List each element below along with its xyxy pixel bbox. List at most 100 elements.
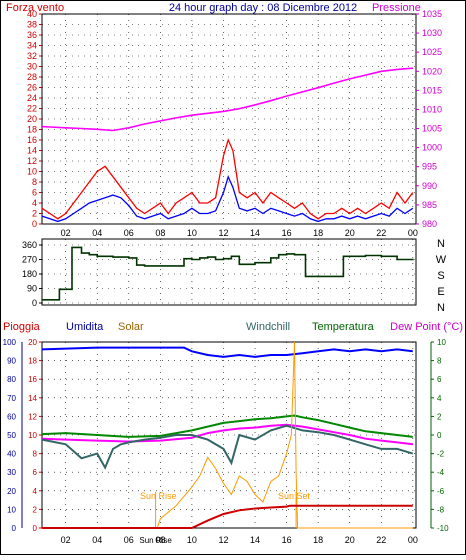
gust-line xyxy=(41,138,414,220)
temp-tick-label: -10 xyxy=(437,524,449,533)
sunrise-tick-label: Sun Rise xyxy=(139,536,172,545)
pressure-tick-label: 995 xyxy=(422,162,437,172)
rain-label: Pioggia xyxy=(3,321,41,333)
humidity-line xyxy=(41,346,413,358)
wind-time-tick-label: 22 xyxy=(376,228,386,238)
weather-time-tick-label: 14 xyxy=(250,535,260,545)
wind-tick-label: 34 xyxy=(27,41,37,51)
temp-tick-label: -4 xyxy=(437,468,445,477)
dewpoint-label: Dew Point (°C) xyxy=(390,321,463,333)
weather-time-tick-label: 06 xyxy=(124,535,134,545)
rain-tick-label: 4 xyxy=(33,487,38,496)
wind-time-tick-label: 02 xyxy=(61,228,71,238)
pressure-tick-label: 990 xyxy=(422,181,437,191)
wind-time-tick-label: 14 xyxy=(250,228,260,238)
pressure-tick-label: 1025 xyxy=(422,47,442,57)
wind-line xyxy=(41,174,414,223)
wind-series xyxy=(41,67,414,223)
pressure-tick-label: 985 xyxy=(422,200,437,210)
humidity-tick-label: 60 xyxy=(7,412,16,421)
wind-tick-label: 14 xyxy=(27,146,37,156)
rain-tick-label: 14 xyxy=(28,394,37,403)
rain-tick-label: 12 xyxy=(28,412,37,421)
wind-time-tick-label: 16 xyxy=(282,228,292,238)
compass-label: S xyxy=(437,270,444,282)
pressure-tick-label: 1005 xyxy=(422,124,442,134)
wind-tick-label: 24 xyxy=(27,93,37,103)
windchill-label: Windchill xyxy=(246,321,290,333)
rain-tick-label: 6 xyxy=(33,468,38,477)
wind-time-tick-label: 08 xyxy=(155,228,165,238)
weather-time-tick-label: 18 xyxy=(313,535,323,545)
pressure-axis: 980 985 990 995 1000 1005 1010 1015 1020 1025 1030… xyxy=(416,9,442,229)
weather-time-tick-label: 22 xyxy=(376,535,386,545)
temp-tick-label: -8 xyxy=(437,505,445,514)
pressure-tick-label: 1030 xyxy=(422,28,442,38)
temperature-line xyxy=(41,414,413,438)
direction-tick-label: 180 xyxy=(22,269,37,279)
solar-line xyxy=(42,341,413,529)
pressure-tick-label: 1015 xyxy=(422,85,442,95)
weather-time-tick-label: 08 xyxy=(155,535,165,545)
weather-time-tick-label: 00 xyxy=(408,535,418,545)
wind-tick-label: 2 xyxy=(32,209,37,219)
wind-tick-label: 22 xyxy=(27,104,37,114)
weather-time-tick-label: 04 xyxy=(92,535,102,545)
wind-tick-label: 26 xyxy=(27,83,37,93)
wind-grid xyxy=(42,13,416,225)
weather-time-tick-label: 16 xyxy=(282,535,292,545)
humidity-tick-label: 90 xyxy=(7,357,16,366)
weather-y-axes: 010203040506070809010002468101214161820-… xyxy=(3,338,449,533)
temp-tick-label: 6 xyxy=(437,375,442,384)
direction-grid xyxy=(42,239,416,305)
humidity-tick-label: 80 xyxy=(7,375,16,384)
wind-tick-label: 6 xyxy=(32,188,37,198)
temp-tick-label: 2 xyxy=(437,412,442,421)
humidity-tick-label: 10 xyxy=(7,505,16,514)
sunset-label: Sun Set xyxy=(278,491,311,501)
rain-tick-label: 18 xyxy=(28,357,37,366)
wind-tick-label: 28 xyxy=(27,72,37,82)
pressure-tick-label: 1000 xyxy=(422,143,442,153)
wind-tick-label: 20 xyxy=(27,114,37,124)
sunrise-label: Sun Rise xyxy=(140,491,177,501)
wind-tick-label: 0 xyxy=(32,219,37,229)
wind-tick-label: 30 xyxy=(27,62,37,72)
weather-series xyxy=(41,341,414,529)
weather-time-tick-label: 10 xyxy=(187,535,197,545)
wind-tick-label: 18 xyxy=(27,125,37,135)
wind-time-tick-label: 12 xyxy=(218,228,228,238)
weather-time-axis: 02 04 06 08 10 12 14 16 18 20 22 00 Sun Rise xyxy=(61,535,418,545)
wind-time-tick-label: 04 xyxy=(92,228,102,238)
humidity-label: Umidita xyxy=(66,321,104,333)
direction-tick-label: 0 xyxy=(32,298,37,308)
humidity-tick-label: 50 xyxy=(7,431,16,440)
humidity-tick-label: 40 xyxy=(7,450,16,459)
pressure-tick-label: 1010 xyxy=(422,104,442,114)
direction-tick-label: 360 xyxy=(22,240,37,250)
pressure-tick-label: 1035 xyxy=(422,9,442,19)
chart-title: 24 hour graph day : 08 Dicembre 2012 xyxy=(169,2,357,14)
direction-degree-axis: 0 90 180 270 360 xyxy=(22,240,42,308)
wind-tick-label: 12 xyxy=(27,156,37,166)
humidity-tick-label: 100 xyxy=(3,338,17,347)
wind-time-axis: 02 04 06 08 10 12 14 16 18 20 22 00 xyxy=(61,228,418,238)
wind-tick-label: 4 xyxy=(32,198,37,208)
pressure-axis-label: Pressione xyxy=(372,2,421,14)
humidity-tick-label: 0 xyxy=(12,524,17,533)
rain-tick-label: 0 xyxy=(33,524,38,533)
temp-tick-label: 4 xyxy=(437,394,442,403)
wind-tick-label: 38 xyxy=(27,20,37,30)
humidity-tick-label: 20 xyxy=(7,487,16,496)
wind-time-tick-label: 20 xyxy=(345,228,355,238)
humidity-tick-label: 70 xyxy=(7,394,16,403)
direction-series xyxy=(42,246,414,301)
windchill-line xyxy=(41,424,414,470)
pressure-line xyxy=(41,67,413,132)
wind-time-tick-label: 10 xyxy=(187,228,197,238)
rain-line xyxy=(42,504,413,529)
